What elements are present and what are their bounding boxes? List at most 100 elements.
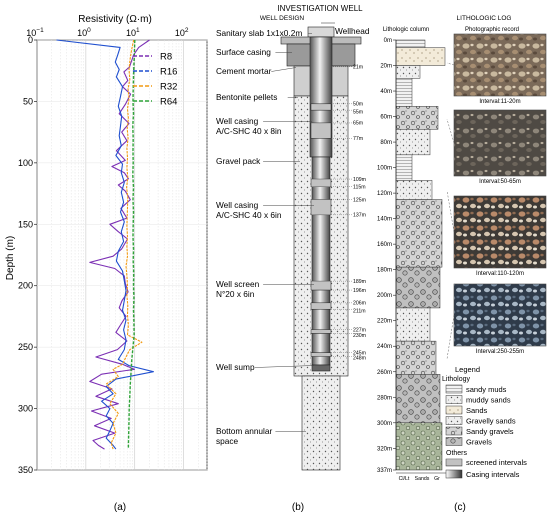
other-item: screened intervals <box>466 458 527 467</box>
well-leader-line <box>271 67 297 72</box>
litho-depth-label: 200m <box>377 293 392 299</box>
well-label: Well casing <box>216 200 259 210</box>
depth-mark: 77m <box>353 136 363 142</box>
litho-depth-label: 280m <box>377 395 392 401</box>
lithology-layer <box>395 307 431 342</box>
litho-depth-label: 20m <box>380 64 392 70</box>
panel-a-resistivity-plot: Resistivity (Ω·m) 10−1 100 101 102 05010015… <box>5 14 208 513</box>
x-tick-label: 102 <box>175 27 189 38</box>
litho-depth-label: 140m <box>377 217 392 223</box>
screen-interval <box>310 280 332 291</box>
well-leader-line <box>254 365 315 368</box>
y-tick-label: 150 <box>18 219 33 229</box>
y-tick-label: 250 <box>18 342 33 352</box>
well-label: A/C-SHC 40 x 8in <box>216 126 282 136</box>
lithology-layer <box>395 422 443 471</box>
depth-mark: 248m <box>353 356 366 362</box>
x-tick-base: 10 <box>126 28 136 38</box>
x-tick-base: 10 <box>77 28 87 38</box>
y-tick-labels: 0 50 100 150 200 250 300 350 <box>18 35 37 475</box>
caption-c: (c) <box>454 502 466 513</box>
lithology-swatch <box>445 384 463 394</box>
litho-depth-label: 260m <box>377 370 392 376</box>
litho-depth-label: 240m <box>377 344 392 350</box>
screen-interval <box>310 103 332 111</box>
litho-depth-label: 300m <box>377 421 392 427</box>
litho-depth-label: 337m <box>377 468 392 474</box>
caption-a: (a) <box>114 502 126 513</box>
photo-connector <box>446 119 455 144</box>
lithology-layer <box>395 180 433 200</box>
depth-mark: 21m <box>353 65 363 71</box>
screen-interval <box>310 199 332 216</box>
screen-swatch <box>445 458 463 467</box>
lithology-layer <box>395 199 443 268</box>
screen-interval <box>310 352 332 357</box>
wellhead-label: Wellhead <box>335 26 370 36</box>
well-label: Bentonite pellets <box>216 92 277 102</box>
lithology-swatch <box>445 395 463 404</box>
depth-mark: 55m <box>353 109 363 115</box>
depth-mark: 230m <box>353 333 366 339</box>
resistivity-series <box>56 39 154 450</box>
lithology-layer <box>395 78 413 107</box>
legend-label: R64 <box>160 97 177 108</box>
litho-depth-label: 180m <box>377 268 392 274</box>
series-line-r64 <box>127 39 136 450</box>
well-label: Well casing <box>216 116 259 126</box>
well-label: Bottom annular <box>216 426 273 436</box>
lithology-swatch <box>445 426 463 436</box>
series-line-r32 <box>105 39 143 450</box>
depth-mark: 211m <box>353 309 366 315</box>
well-component-labels: Sanitary slab 1x1x0.2m Surface casing Ceme… <box>216 28 315 446</box>
x-tick-exponent: 0 <box>87 27 91 34</box>
litho-depth-label: 60m <box>380 115 392 121</box>
litho-depth-label: 320m <box>377 446 392 452</box>
photo-interval-label: Interval:110-120m <box>476 271 524 277</box>
photo-connector <box>446 314 455 360</box>
litho-depth-label: 120m <box>377 191 392 197</box>
series-line-r8 <box>89 39 150 450</box>
screen-interval <box>310 329 332 334</box>
photo-record <box>453 195 547 269</box>
photo-record <box>453 33 547 97</box>
litho-depth-label: 80m <box>380 140 392 146</box>
photo-connector <box>446 62 455 66</box>
others-title: Others <box>446 450 468 457</box>
lithologic-column-title: Lithologic column <box>383 27 429 33</box>
x-tick-label: 10−1 <box>26 27 44 38</box>
x-tick-label: 101 <box>126 27 140 38</box>
grain-size-labels: Cl/Lt Sands Gr <box>396 472 446 482</box>
plot-frame <box>36 39 208 471</box>
depth-mark: 196m <box>353 288 366 294</box>
lithology-layer <box>395 340 437 375</box>
x-tick-base: 10 <box>26 28 36 38</box>
panel-b-well-design: INVESTIGATION WELL WELL DESIGN Wellhead … <box>216 4 370 513</box>
other-item: Casing intervals <box>466 470 520 479</box>
litho-depth-label: 160m <box>377 242 392 248</box>
x-tick-label: 100 <box>77 27 91 38</box>
lithology-layer <box>395 374 441 424</box>
plot-legend: R8 R16 R32 R64 <box>133 52 177 108</box>
well-label: N°20 x 6in <box>216 289 255 299</box>
y-tick-label: 300 <box>18 404 33 414</box>
lithology-title: Lithology <box>442 376 471 383</box>
plot-grid <box>36 39 208 471</box>
x-axis-title: Resistivity (Ω·m) <box>78 14 152 25</box>
well-screens <box>310 103 332 357</box>
well-label: Sanitary slab 1x1x0.2m <box>216 28 302 38</box>
well-label: A/C-SHC 40 x 6in <box>216 210 282 220</box>
lithology-item: muddy sands <box>466 396 511 405</box>
y-tick-label: 100 <box>18 158 33 168</box>
photo-interval-label: Interval:50-65m <box>479 179 521 185</box>
litho-depth-label: 40m <box>380 89 392 95</box>
x-tick-exponent: −1 <box>36 27 44 34</box>
panel-c-lithologic-log: LITHOLOGIC LOG Lithologic column Photogr… <box>377 15 547 513</box>
lithology-item: Gravelly sands <box>466 417 516 426</box>
depth-mark: 65m <box>353 121 363 127</box>
y-tick-label: 50 <box>23 96 33 106</box>
photo-interval-label: Interval:250-255m <box>476 349 524 355</box>
lithology-layer <box>395 129 431 156</box>
